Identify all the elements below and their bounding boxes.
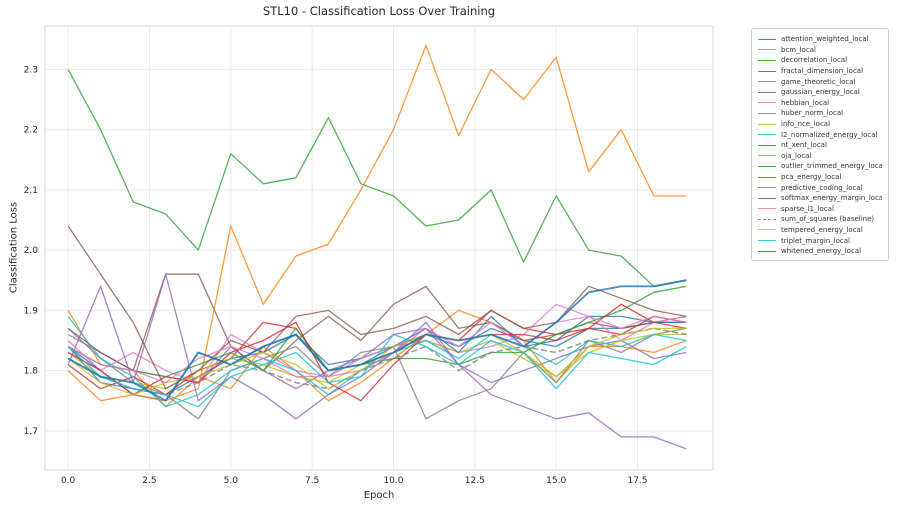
legend-line-swatch (758, 208, 776, 210)
x-tick-label: 15.0 (546, 476, 566, 486)
legend-label: bcm_local (781, 45, 816, 54)
y-tick-label: 1.9 (24, 306, 39, 316)
legend-item-outlier-trimmed-energy-local: outlier_trimmed_energy_local (758, 161, 882, 172)
legend-line-swatch (758, 134, 776, 136)
series-line-hebbian-local (67, 303, 687, 384)
legend-item-oja-local: oja_local (758, 151, 882, 162)
legend-line-swatch (758, 112, 776, 114)
legend-label: l2_normalized_energy_local (781, 130, 878, 139)
legend-label: huber_norm_local (781, 109, 844, 118)
legend-label: whitened_energy_local (781, 247, 862, 256)
y-tick-label: 1.7 (24, 427, 38, 437)
legend-label: game_theoretic_local (781, 77, 856, 86)
legend-item-whitened-energy-local: whitened_energy_local (758, 246, 882, 257)
y-tick-label: 2.1 (24, 186, 38, 196)
legend-line-swatch (758, 155, 776, 157)
legend-line-swatch (758, 240, 776, 242)
legend-line-swatch (758, 165, 776, 167)
legend-label: tempered_energy_local (781, 225, 863, 234)
legend-item-predictive-coding-local: predictive_coding_local (758, 182, 882, 193)
legend-label: fractal_dimension_local (781, 67, 864, 76)
legend-item-triplet-margin-local: triplet_margin_local (758, 235, 882, 246)
tick-labels: 1.7 1.8 1.9 2.0 2.1 2.2 2.3 0.0 2.5 5.0 7.5 10.0 12.… (24, 65, 648, 486)
legend-item-huber-norm-local: huber_norm_local (758, 108, 882, 119)
series-line-predictive-coding-local (67, 273, 687, 450)
legend-label: info_nce_local (781, 120, 831, 129)
legend-label: outlier_trimmed_energy_local (781, 162, 882, 171)
legend-label: sparse_l1_local (781, 204, 834, 213)
legend-item-l2-normalized-energy-local: l2_normalized_energy_local (758, 129, 882, 140)
legend-line-swatch (758, 187, 776, 189)
x-tick-label: 10.0 (383, 476, 403, 486)
legend-item-softmax-energy-margin-local: softmax_energy_margin_local (758, 193, 882, 204)
series-lines (67, 44, 687, 450)
legend-label: hebbian_local (781, 98, 830, 107)
y-tick-label: 2.0 (24, 246, 39, 256)
legend-label: gaussian_energy_local (781, 88, 860, 97)
legend-line-swatch (758, 123, 776, 125)
legend-label: attention_weighted_local (781, 35, 869, 44)
legend-line-swatch (758, 81, 776, 83)
legend-item-game-theoretic-local: game_theoretic_local (758, 76, 882, 87)
legend-label: predictive_coding_local (781, 183, 863, 192)
legend-item-decorrelation-local: decorrelation_local (758, 55, 882, 66)
x-tick-label: 17.5 (627, 476, 647, 486)
legend-line-swatch (758, 197, 776, 199)
x-tick-label: 0.0 (61, 476, 76, 486)
legend-item-fractal-dimension-local: fractal_dimension_local (758, 66, 882, 77)
legend-item-info-nce-local: info_nce_local (758, 119, 882, 130)
series-line-pca-energy-local (67, 303, 687, 402)
x-tick-label: 5.0 (224, 476, 239, 486)
legend-item-hebbian-local: hebbian_local (758, 98, 882, 109)
legend-line-swatch (758, 218, 776, 220)
legend-line-swatch (758, 70, 776, 72)
legend-item-attention-weighted-local: attention_weighted_local (758, 34, 882, 45)
series-line-decorrelation-local (67, 69, 687, 287)
legend-line-swatch (758, 59, 776, 61)
series-line-oja-local (67, 44, 687, 402)
x-tick-label: 7.5 (305, 476, 319, 486)
legend-line-swatch (758, 49, 776, 51)
y-tick-label: 2.3 (24, 65, 38, 75)
legend-item-bcm-local: bcm_local (758, 45, 882, 56)
legend-item-pca-energy-local: pca_energy_local (758, 172, 882, 183)
legend-label: pca_energy_local (781, 173, 842, 182)
series-line-whitened-energy-local (67, 279, 687, 402)
legend-label: decorrelation_local (781, 56, 848, 65)
x-axis-label: Epoch (363, 490, 395, 501)
legend-label: sum_of_squares (baseline) (781, 215, 875, 224)
legend-label: nt_xent_local (781, 141, 827, 150)
legend-item-gaussian-energy-local: gaussian_energy_local (758, 87, 882, 98)
series-line-sparse-l1-local (67, 315, 687, 384)
legend-line-swatch (758, 38, 776, 40)
x-tick-label: 12.5 (465, 476, 485, 486)
legend-line-swatch (758, 250, 776, 252)
y-tick-label: 2.2 (24, 126, 38, 136)
series-line-softmax-energy-margin-local (67, 225, 687, 390)
x-tick-label: 2.5 (142, 476, 156, 486)
legend-item-nt-xent-local: nt_xent_local (758, 140, 882, 151)
series-line-triplet-margin-local (67, 333, 687, 408)
legend-label: triplet_margin_local (781, 236, 851, 245)
y-axis-label: Classification Loss (8, 201, 20, 294)
y-tick-label: 1.8 (24, 367, 39, 377)
legend-line-swatch (758, 144, 776, 146)
legend-label: oja_local (781, 151, 812, 160)
legend-label: softmax_energy_margin_local (781, 194, 882, 203)
legend-line-swatch (758, 176, 776, 178)
legend-item-sum-of-squares-baseline-: sum_of_squares (baseline) (758, 214, 882, 225)
legend-line-swatch (758, 102, 776, 104)
plot-frame (44, 25, 714, 471)
legend-item-sparse-l1-local: sparse_l1_local (758, 204, 882, 215)
legend-item-tempered-energy-local: tempered_energy_local (758, 225, 882, 236)
chart-title: STL10 - Classification Loss Over Trainin… (262, 4, 496, 18)
legend-line-swatch (758, 229, 776, 231)
series-line-bcm-local (67, 309, 687, 408)
legend-line-swatch (758, 91, 776, 93)
